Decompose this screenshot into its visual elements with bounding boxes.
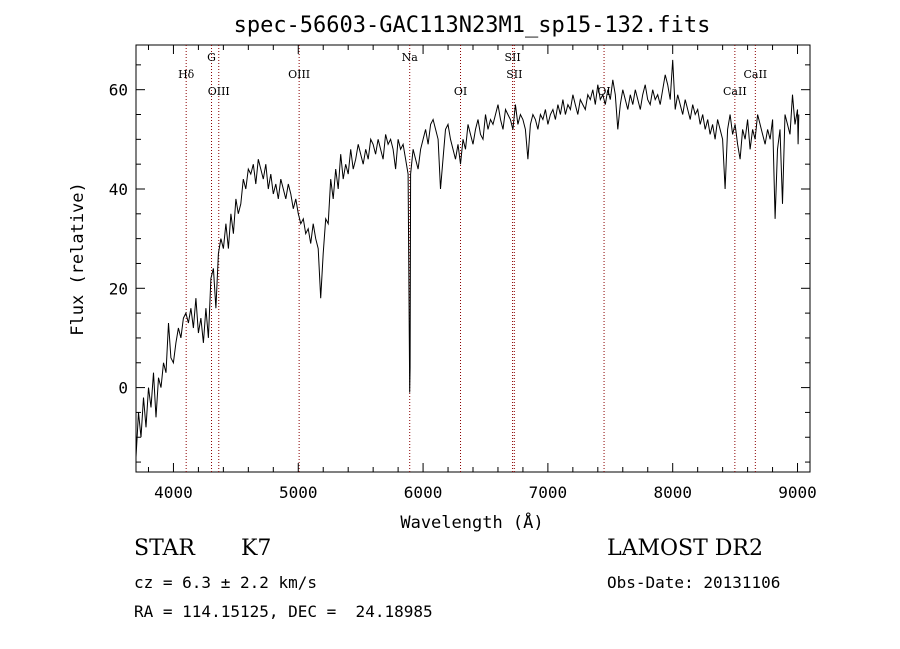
object-subclass: K7: [241, 536, 272, 561]
chart-title: spec-56603-GAC113N23M1_sp15-132.fits: [234, 13, 711, 38]
y-tick-label: 40: [109, 180, 128, 199]
axis-ticks-layer: 4000 5000 6000 7000 8000 9000 0 20 40 60: [109, 45, 817, 502]
observation-date: Obs-Date: 20131106: [607, 573, 781, 592]
spectral-line-label: OI: [454, 85, 467, 98]
y-axis-label: Flux (relative): [68, 182, 88, 336]
redshift-velocity: cz = 6.3 ± 2.2 km/s: [134, 573, 318, 592]
x-tick-label: 4000: [154, 483, 193, 502]
spectral-line-label: Hδ: [178, 68, 195, 81]
spectral-line-label: OIII: [208, 85, 230, 98]
x-tick-label: 5000: [279, 483, 318, 502]
x-tick-label: 6000: [404, 483, 443, 502]
plot-frame: [135, 44, 811, 473]
spectral-line-label: CaII: [723, 85, 747, 98]
x-tick-label: 9000: [778, 483, 817, 502]
spectral-line-label: Na: [402, 51, 419, 64]
spectral-line-label: G: [207, 51, 216, 64]
reference-lines-layer: [185, 45, 756, 472]
spectrum-line: [135, 59, 800, 458]
x-tick-label: 8000: [653, 483, 692, 502]
x-tick-label: 7000: [529, 483, 568, 502]
y-tick-label: 0: [118, 379, 128, 398]
y-tick-label: 60: [109, 81, 128, 100]
spectral-line-label: SII: [506, 68, 522, 81]
y-tick-label: 20: [109, 279, 128, 298]
survey-name: LAMOST DR2: [607, 536, 763, 561]
x-axis-label: Wavelength (Å): [400, 511, 543, 533]
object-class: STAR: [134, 536, 195, 561]
spectral-line-label: OIII: [288, 68, 310, 81]
spectral-line-label: SII: [504, 51, 520, 64]
spectral-line-label: CaII: [743, 68, 767, 81]
ra-dec-coordinates: RA = 114.15125, DEC = 24.18985: [134, 602, 433, 621]
